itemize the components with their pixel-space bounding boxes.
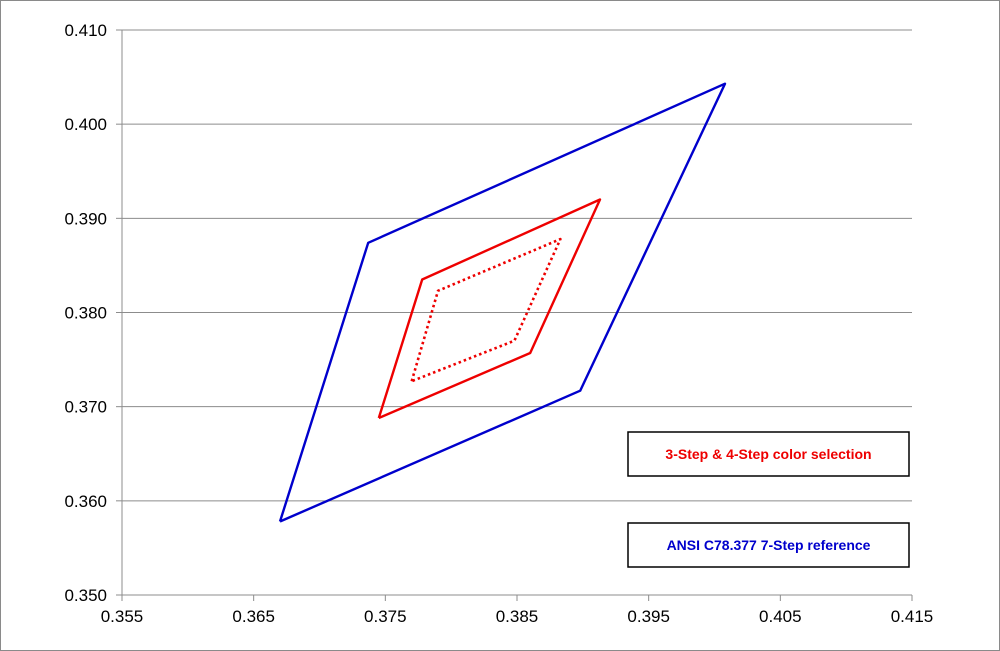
y-tick-label: 0.400 — [64, 115, 107, 134]
axes — [116, 29, 913, 601]
x-tick-label: 0.385 — [496, 607, 539, 626]
legend-box-selection-frame — [627, 431, 910, 477]
y-tick-label: 0.380 — [64, 304, 107, 323]
x-tick-label: 0.355 — [101, 607, 144, 626]
series-lines — [278, 82, 727, 523]
x-tick-label: 0.375 — [364, 607, 407, 626]
x-tick-label: 0.415 — [891, 607, 934, 626]
y-tick-label: 0.410 — [64, 21, 107, 40]
legend-label-selection: 3-Step & 4-Step color selection — [665, 446, 871, 462]
legend-label-ansi: ANSI C78.377 7-Step reference — [667, 537, 871, 553]
series-selection-outer — [377, 198, 602, 420]
legend-box-ansi-frame — [627, 522, 910, 568]
x-tick-label: 0.395 — [627, 607, 670, 626]
legend-box-selection: 3-Step & 4-Step color selection — [627, 431, 910, 477]
series-ansi-reference — [278, 82, 727, 523]
grid-lines — [122, 29, 912, 502]
y-tick-label: 0.360 — [64, 492, 107, 511]
x-tick-label: 0.365 — [232, 607, 275, 626]
y-tick-label: 0.390 — [64, 209, 107, 228]
y-tick-label: 0.370 — [64, 398, 107, 417]
y-tick-label: 0.350 — [64, 586, 107, 605]
x-tick-label: 0.405 — [759, 607, 802, 626]
tick-labels: 0.410 0.400 0.390 0.380 0.370 0.360 0.350 0.355… — [64, 21, 933, 626]
legend-box-ansi: ANSI C78.377 7-Step reference — [627, 522, 910, 568]
series-selection-inner — [410, 237, 562, 383]
